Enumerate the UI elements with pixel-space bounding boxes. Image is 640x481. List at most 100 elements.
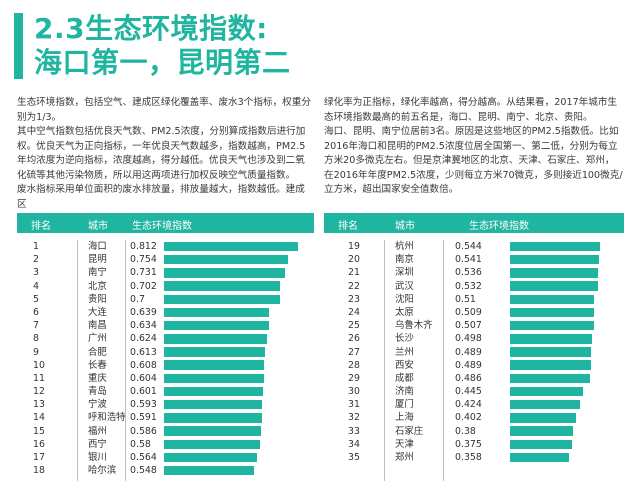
index-value-cell: 0.586	[130, 425, 157, 437]
index-bar	[510, 439, 572, 449]
city-cell: 深圳	[395, 267, 414, 279]
city-cell: 海口	[88, 241, 107, 252]
index-bar	[164, 268, 285, 278]
rank-cell: 17	[33, 452, 45, 463]
index-value-cell: 0.7	[130, 293, 145, 305]
title-accent-bar	[14, 13, 23, 79]
column-divider	[125, 240, 126, 481]
table-row: 30 济南 0.445	[324, 385, 624, 398]
intro-paragraph: 生态环境指数，包括空气、建成区绿化覆盖率、废水3个指标，权重分别为1/3。	[17, 97, 311, 123]
rank-cell: 20	[348, 254, 360, 266]
index-value-cell: 0.486	[455, 372, 482, 384]
column-divider	[443, 240, 444, 481]
index-bar	[510, 452, 570, 463]
rank-cell: 31	[348, 399, 360, 411]
table-row: 11 重庆 0.604	[17, 372, 314, 385]
city-cell: 昆明	[88, 254, 107, 266]
index-value-cell: 0.601	[130, 386, 157, 398]
index-bar	[510, 307, 594, 318]
city-cell: 济南	[395, 386, 414, 398]
index-bar	[164, 400, 262, 410]
table-row: 14 呼和浩特 0.591	[17, 411, 314, 424]
column-divider	[77, 240, 78, 481]
header-index: 生态环境指数	[469, 221, 529, 232]
table-row: 16 西宁 0.58	[17, 438, 314, 451]
rank-cell: 24	[348, 306, 360, 318]
table-row: 8 广州 0.624	[17, 332, 314, 345]
city-cell: 呼和浩特	[88, 412, 126, 424]
rank-cell: 5	[33, 293, 39, 305]
rank-cell: 35	[348, 452, 360, 463]
index-bar	[164, 360, 265, 370]
index-bar	[510, 334, 593, 344]
header-city: 城市	[88, 221, 108, 232]
index-value-cell: 0.489	[455, 359, 482, 371]
table-header: 排名 城市 生态环境指数	[17, 213, 314, 233]
table-row: 26 长沙 0.498	[324, 332, 624, 345]
index-bar	[164, 254, 289, 265]
rank-cell: 11	[33, 372, 45, 384]
rank-cell: 19	[348, 241, 360, 252]
index-bar	[510, 413, 577, 423]
index-value-cell: 0.38	[455, 425, 476, 437]
table-row: 19 杭州 0.544	[324, 240, 624, 253]
city-cell: 哈尔滨	[88, 465, 117, 477]
city-cell: 郑州	[395, 452, 414, 463]
rank-cell: 9	[33, 346, 39, 358]
table-row: 24 太原 0.509	[324, 306, 624, 319]
index-bar	[164, 294, 280, 304]
intro-paragraph: 其中空气指数包括优良天气数、PM2.5浓度，分别算成指数后进行加权。优良天气为正…	[17, 126, 306, 181]
table-row: 2 昆明 0.754	[17, 253, 314, 266]
rank-cell: 26	[348, 333, 360, 345]
index-value-cell: 0.358	[455, 452, 482, 463]
header-city: 城市	[395, 221, 415, 232]
table-row: 18 哈尔滨 0.548	[17, 464, 314, 477]
city-cell: 北京	[88, 280, 107, 292]
index-bar	[510, 241, 600, 252]
index-value-cell: 0.613	[130, 346, 157, 358]
index-value-cell: 0.424	[455, 399, 482, 411]
index-bar	[164, 452, 258, 463]
rank-cell: 27	[348, 346, 360, 358]
table-body: 19 杭州 0.544 20 南京 0.541 21 深圳 0.536 22 武汉 0.532 23 沈阳…	[324, 240, 624, 481]
city-cell: 西宁	[88, 438, 107, 450]
index-bar	[164, 386, 264, 397]
index-bar	[164, 465, 255, 476]
header-rank: 排名	[31, 221, 51, 232]
table-row: 28 西安 0.489	[324, 359, 624, 372]
city-cell: 南昌	[88, 320, 107, 332]
table-row: 17 银川 0.564	[17, 451, 314, 464]
table-row: 34 天津 0.375	[324, 438, 624, 451]
table-row: 23 沈阳 0.51	[324, 293, 624, 306]
section-title: 2.3生态环境指数:	[34, 12, 268, 45]
index-value-cell: 0.812	[130, 241, 157, 252]
city-cell: 青岛	[88, 386, 107, 398]
table-row: 9 合肥 0.613	[17, 346, 314, 359]
index-value-cell: 0.731	[130, 267, 157, 279]
rank-cell: 4	[33, 280, 39, 292]
rank-cell: 28	[348, 359, 360, 371]
index-bar	[164, 334, 267, 344]
index-value-cell: 0.541	[455, 254, 482, 266]
index-bar	[510, 426, 573, 436]
index-bar	[510, 373, 591, 384]
index-value-cell: 0.634	[130, 320, 157, 332]
table-body: 1 海口 0.812 2 昆明 0.754 3 南宁 0.731 4 北京 0.702 5 贵阳 0.7 6 大…	[17, 240, 314, 481]
table-row: 29 成都 0.486	[324, 372, 624, 385]
index-bar	[164, 373, 264, 384]
city-cell: 天津	[395, 438, 414, 450]
index-bar	[510, 281, 598, 291]
intro-left-column: 生态环境指数，包括空气、建成区绿化覆盖率、废水3个指标，权重分别为1/3。 其中…	[17, 96, 313, 212]
index-value-cell: 0.604	[130, 372, 157, 384]
city-cell: 长沙	[395, 333, 414, 345]
table-row: 20 南京 0.541	[324, 253, 624, 266]
header-index: 生态环境指数	[132, 221, 192, 232]
index-bar	[510, 386, 584, 397]
index-bar	[510, 347, 591, 357]
rank-cell: 13	[33, 399, 45, 411]
city-cell: 南宁	[88, 267, 107, 279]
index-value-cell: 0.702	[130, 280, 157, 292]
index-value-cell: 0.445	[455, 386, 482, 398]
section-subtitle: 海口第一，昆明第二	[34, 46, 291, 79]
rank-cell: 32	[348, 412, 360, 424]
